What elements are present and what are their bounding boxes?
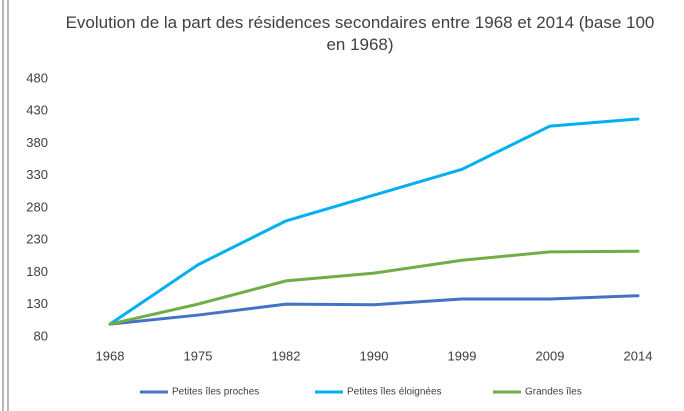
y-tick-label: 180: [26, 264, 48, 279]
y-tick-label: 480: [26, 70, 48, 85]
series-line: [108, 294, 640, 326]
y-tick-label: 230: [26, 232, 48, 247]
x-tick-label: 1968: [96, 348, 125, 363]
x-tick-label: 1975: [184, 348, 213, 363]
y-tick-label: 80: [34, 328, 48, 343]
y-tick-label: 330: [26, 167, 48, 182]
x-tick-label: 1990: [360, 348, 389, 363]
y-tick-label: 380: [26, 135, 48, 150]
x-tick-label: 2009: [536, 348, 565, 363]
x-tick-label: 1982: [272, 348, 301, 363]
legend-label: Grandes îles: [525, 387, 582, 398]
x-tick-label: 1999: [448, 348, 477, 363]
y-tick-label: 130: [26, 296, 48, 311]
y-tick-label: 430: [26, 103, 48, 118]
series-line: [108, 117, 640, 326]
legend-label: Petites îles éloignées: [347, 387, 442, 398]
x-tick-label: 2014: [624, 348, 653, 363]
y-tick-label: 280: [26, 199, 48, 214]
series-line: [108, 249, 640, 326]
legend-label: Petites îles proches: [172, 387, 259, 398]
chart-title: Evolution de la part des résidences seco…: [65, 13, 655, 54]
